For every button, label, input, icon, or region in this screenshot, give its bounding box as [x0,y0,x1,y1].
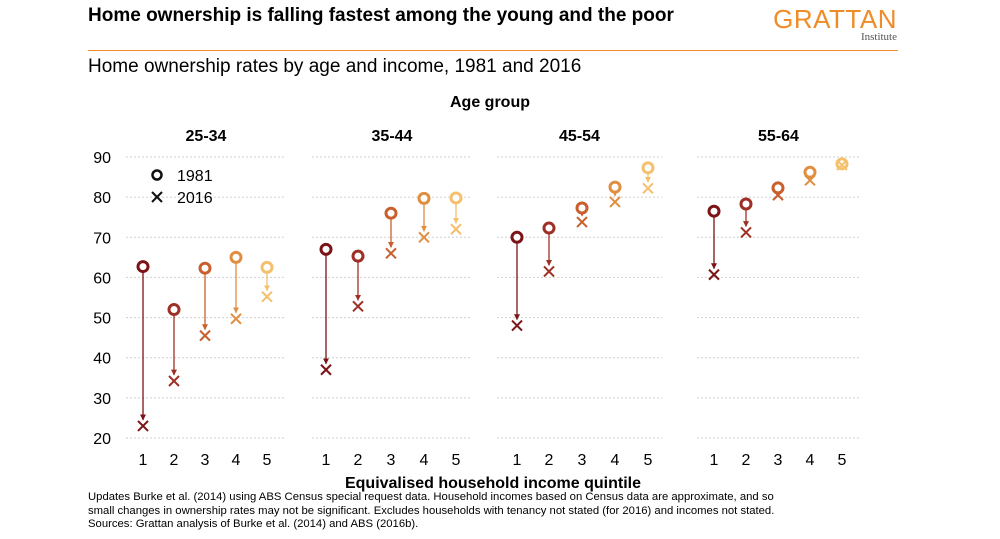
legend-marker-1981 [151,169,163,181]
x-tick-label: 5 [452,452,461,469]
point-1981 [739,197,753,211]
x-tick-label: 2 [742,452,751,469]
point-2016 [772,189,784,201]
point-2016 [708,268,720,281]
point-1981 [136,260,150,274]
x-axis-label: Equivalised household income quintile [345,475,641,492]
point-1981 [319,242,333,256]
chart-subtitle: Home ownership rates by age and income, … [88,56,582,77]
y-tick-label: 30 [93,391,111,408]
point-1981 [384,206,398,220]
point-2016 [137,420,149,432]
chart-title: Home ownership is falling fastest among … [88,5,674,26]
x-tick-label: 1 [322,452,331,469]
x-tick-label: 3 [387,452,396,469]
note-line-1: Updates Burke et al. (2014) using ABS Ce… [88,491,774,503]
point-1981 [707,204,721,218]
point-2016 [418,231,430,243]
legend-label-2016: 2016 [177,190,213,207]
y-tick-label: 60 [93,270,111,287]
point-2016 [642,182,654,195]
x-tick-label: 1 [513,452,522,469]
legend-label-1981: 1981 [177,168,213,185]
point-2016 [511,319,523,332]
y-tick-label: 40 [93,351,111,368]
point-2016 [352,300,364,313]
x-tick-label: 3 [578,452,587,469]
x-tick-label: 5 [838,452,847,469]
point-1981 [510,230,524,244]
point-2016 [168,375,180,387]
point-2016 [385,247,397,260]
point-1981 [803,165,817,179]
point-1981 [542,221,556,235]
x-tick-label: 4 [420,452,429,469]
point-1981 [449,191,463,205]
y-tick-label: 80 [93,190,111,207]
note-line-3: Sources: Grattan analysis of Burke et al… [88,518,419,530]
point-2016 [199,329,211,342]
y-tick-label: 90 [93,150,111,167]
logo-subtext: Institute [860,31,897,43]
grattan-logo: GRATTAN Institute [773,5,897,43]
logo-wordmark: GRATTAN [773,4,897,34]
x-tick-label: 1 [139,452,148,469]
panel-title: 35-44 [372,128,413,145]
point-1981 [575,201,589,215]
point-2016 [576,216,588,228]
point-1981 [229,250,243,264]
point-1981 [608,180,622,194]
x-tick-label: 5 [644,452,653,469]
y-tick-label: 50 [93,311,111,328]
x-tick-label: 1 [710,452,719,469]
point-2016 [740,226,752,239]
panel-title: 25-34 [186,128,227,145]
y-tick-label: 20 [93,431,111,448]
x-tick-label: 4 [806,452,815,469]
point-2016 [261,290,273,303]
point-2016 [836,159,848,171]
panel-title: 55-64 [758,128,799,145]
x-tick-label: 4 [611,452,620,469]
point-1981 [417,191,431,205]
point-1981 [771,181,785,195]
point-1981 [167,303,181,317]
x-tick-label: 4 [232,452,241,469]
point-1981 [198,261,212,275]
point-2016 [543,265,555,278]
point-1981 [641,161,655,175]
x-tick-label: 5 [263,452,272,469]
legend-marker-2016 [151,191,163,203]
chart-notes: Updates Burke et al. (2014) using ABS Ce… [88,491,908,532]
x-tick-label: 2 [354,452,363,469]
point-2016 [609,196,621,208]
x-tick-label: 2 [170,452,179,469]
x-tick-label: 3 [201,452,210,469]
point-1981 [351,249,365,263]
panel-title: 45-54 [559,128,600,145]
point-2016 [450,223,462,235]
title-divider [88,50,898,51]
point-2016 [230,313,242,325]
note-line-2: small changes in ownership rates may not… [88,504,775,517]
point-2016 [320,364,332,376]
x-tick-label: 2 [545,452,554,469]
point-2016 [804,174,816,186]
y-tick-label: 70 [93,230,111,247]
point-1981 [260,260,274,274]
x-tick-label: 3 [774,452,783,469]
facet-title: Age group [450,94,530,111]
